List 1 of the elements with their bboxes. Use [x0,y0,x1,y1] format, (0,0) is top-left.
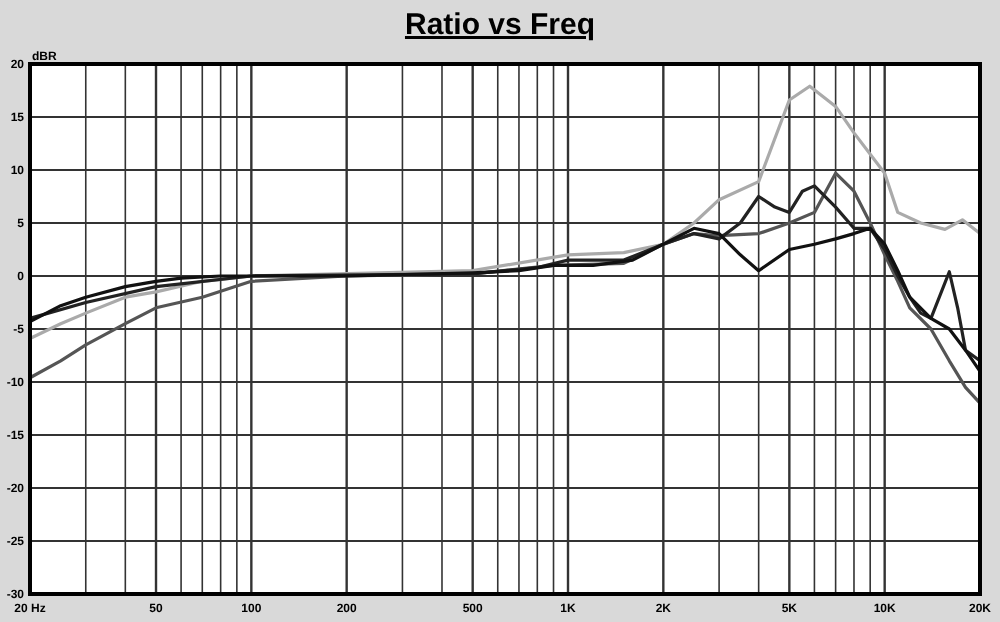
chart-title: Ratio vs Freq [404,8,596,42]
